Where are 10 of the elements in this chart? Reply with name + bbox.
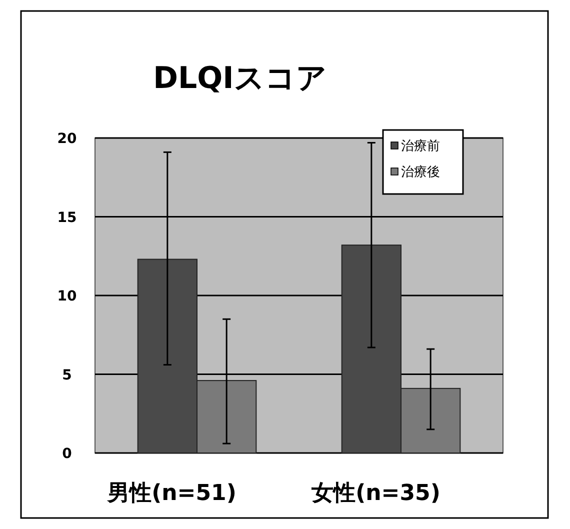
y-tick-label: 15 xyxy=(57,210,77,226)
legend-label: 治療後 xyxy=(401,165,440,180)
chart-title: DLQIスコア xyxy=(153,61,327,96)
x-tick-label: 男性(n=51) xyxy=(106,481,236,506)
legend-label: 治療前 xyxy=(401,139,440,154)
x-tick-label: 女性(n=35) xyxy=(310,481,440,506)
y-tick-label: 10 xyxy=(57,288,77,304)
y-tick-label: 0 xyxy=(62,446,72,462)
y-tick-label: 5 xyxy=(62,367,72,384)
y-tick-label: 20 xyxy=(57,131,77,147)
